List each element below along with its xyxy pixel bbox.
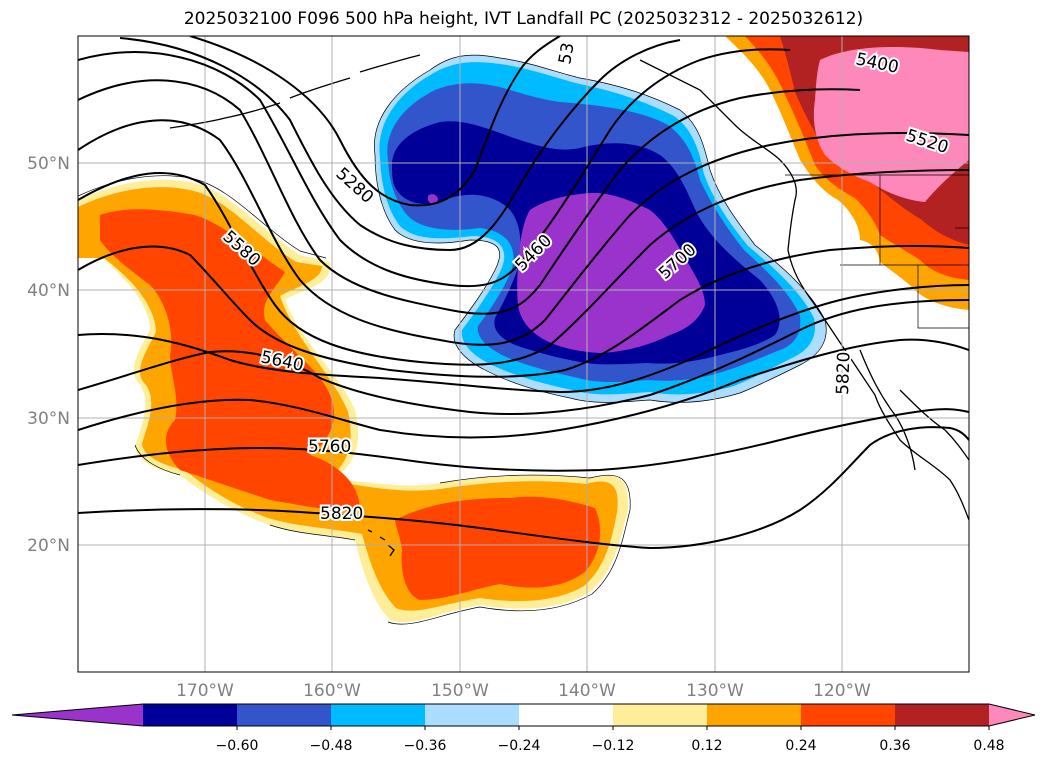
colorbar-segment <box>613 704 708 726</box>
figure-title: 2025032100 F096 500 hPa height, IVT Land… <box>183 9 864 29</box>
graticule <box>78 36 969 672</box>
contour-label: 5820 <box>320 504 363 524</box>
colorbar-tick-label: −0.24 <box>498 738 541 754</box>
lat-label: 30°N <box>27 409 70 429</box>
lon-label: 130°W <box>686 681 744 701</box>
colorbar-segment <box>237 704 332 726</box>
colorbar-tick-label: −0.36 <box>404 738 447 754</box>
lat-label: 20°N <box>27 536 70 556</box>
colorbar-segment <box>519 704 614 726</box>
lat-label: 40°N <box>27 281 70 301</box>
colorbar-tick-label: −0.60 <box>216 738 259 754</box>
lat-label: 50°N <box>27 154 70 174</box>
colorbar-tick-label: 0.24 <box>785 738 816 754</box>
contour-label: 5820 <box>833 351 854 395</box>
negative-anomaly-purple <box>428 192 705 353</box>
map-frame <box>77 35 970 673</box>
colorbar-tick-label: −0.48 <box>310 738 353 754</box>
lon-label: 120°W <box>813 681 871 701</box>
colorbar-segment <box>801 704 896 726</box>
contour-label: 5760 <box>308 437 351 457</box>
colorbar-extend-high <box>989 704 1035 726</box>
colorbar-segment <box>707 704 802 726</box>
colorbar-segment <box>895 704 990 726</box>
colorbar-extend-low <box>12 704 143 726</box>
colorbar-tick-label: −0.12 <box>592 738 635 754</box>
latitude-labels: 50°N 40°N 30°N 20°N <box>27 154 70 556</box>
lon-label: 160°W <box>303 681 361 701</box>
lon-label: 140°W <box>558 681 616 701</box>
longitude-labels: 170°W 160°W 150°W 140°W 130°W 120°W <box>176 681 871 701</box>
colorbar-tick-label: 0.48 <box>973 738 1004 754</box>
colorbar-segment <box>425 704 520 726</box>
colorbar-tick-label: 0.12 <box>691 738 722 754</box>
political-borders <box>785 174 969 329</box>
lon-label: 150°W <box>431 681 489 701</box>
colorbar-outline <box>11 703 1036 727</box>
contour-label: 53 <box>555 41 578 66</box>
height-contours <box>78 36 969 550</box>
positive-anomaly-strong <box>100 209 601 600</box>
colorbar-tick-label: 0.36 <box>879 738 910 754</box>
colorbar-segment <box>143 704 238 726</box>
colorbar-segment <box>331 704 426 726</box>
lon-label: 170°W <box>176 681 234 701</box>
shaded-field: 5400 5520 5280 5580 5460 5700 5640 5760 … <box>78 36 969 672</box>
colorbar: −0.60 −0.48 −0.36 −0.24 −0.12 0.12 0.24 0.36 0.4… <box>11 703 1036 754</box>
